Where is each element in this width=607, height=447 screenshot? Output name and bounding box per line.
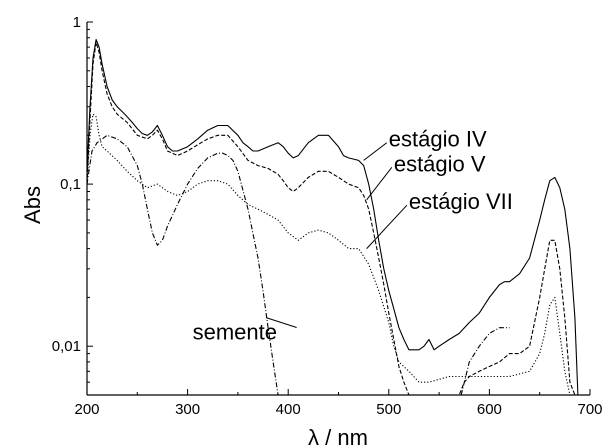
x-axis-label: λ / nm	[308, 425, 368, 447]
annotation-estagio-v: estágio V	[394, 151, 486, 176]
axes-layer: 200 300 400 500 600 700 1 0,1 0,01	[52, 14, 603, 418]
x-tick-label: 200	[74, 401, 99, 418]
series-line-estagio-iv	[87, 38, 579, 395]
series-line-estagio-v	[87, 41, 576, 395]
y-axis-label: Abs	[20, 186, 45, 224]
x-tick-label: 600	[477, 401, 502, 418]
annotation-estagio-vii: estágio VII	[409, 189, 513, 214]
leader-estagio-iv	[363, 142, 388, 161]
series-line-estagio-vii	[87, 113, 571, 395]
series-layer	[87, 38, 579, 395]
y-tick-label: 1	[73, 14, 81, 31]
annotation-semente: semente	[193, 319, 277, 344]
x-tick-label: 500	[376, 401, 401, 418]
leader-estagio-vii	[366, 204, 408, 249]
x-tick-label: 400	[276, 401, 301, 418]
x-tick-label: 700	[577, 401, 602, 418]
y-tick-label: 0,1	[60, 176, 81, 193]
leader-estagio-v	[366, 166, 393, 201]
x-tick-label: 300	[175, 401, 200, 418]
annotation-estagio-iv: estágio IV	[389, 127, 487, 152]
series-line-semente-tail	[460, 327, 510, 395]
y-tick-label: 0,01	[52, 338, 81, 355]
leader-semente	[265, 317, 297, 328]
series-line-semente	[87, 134, 279, 395]
